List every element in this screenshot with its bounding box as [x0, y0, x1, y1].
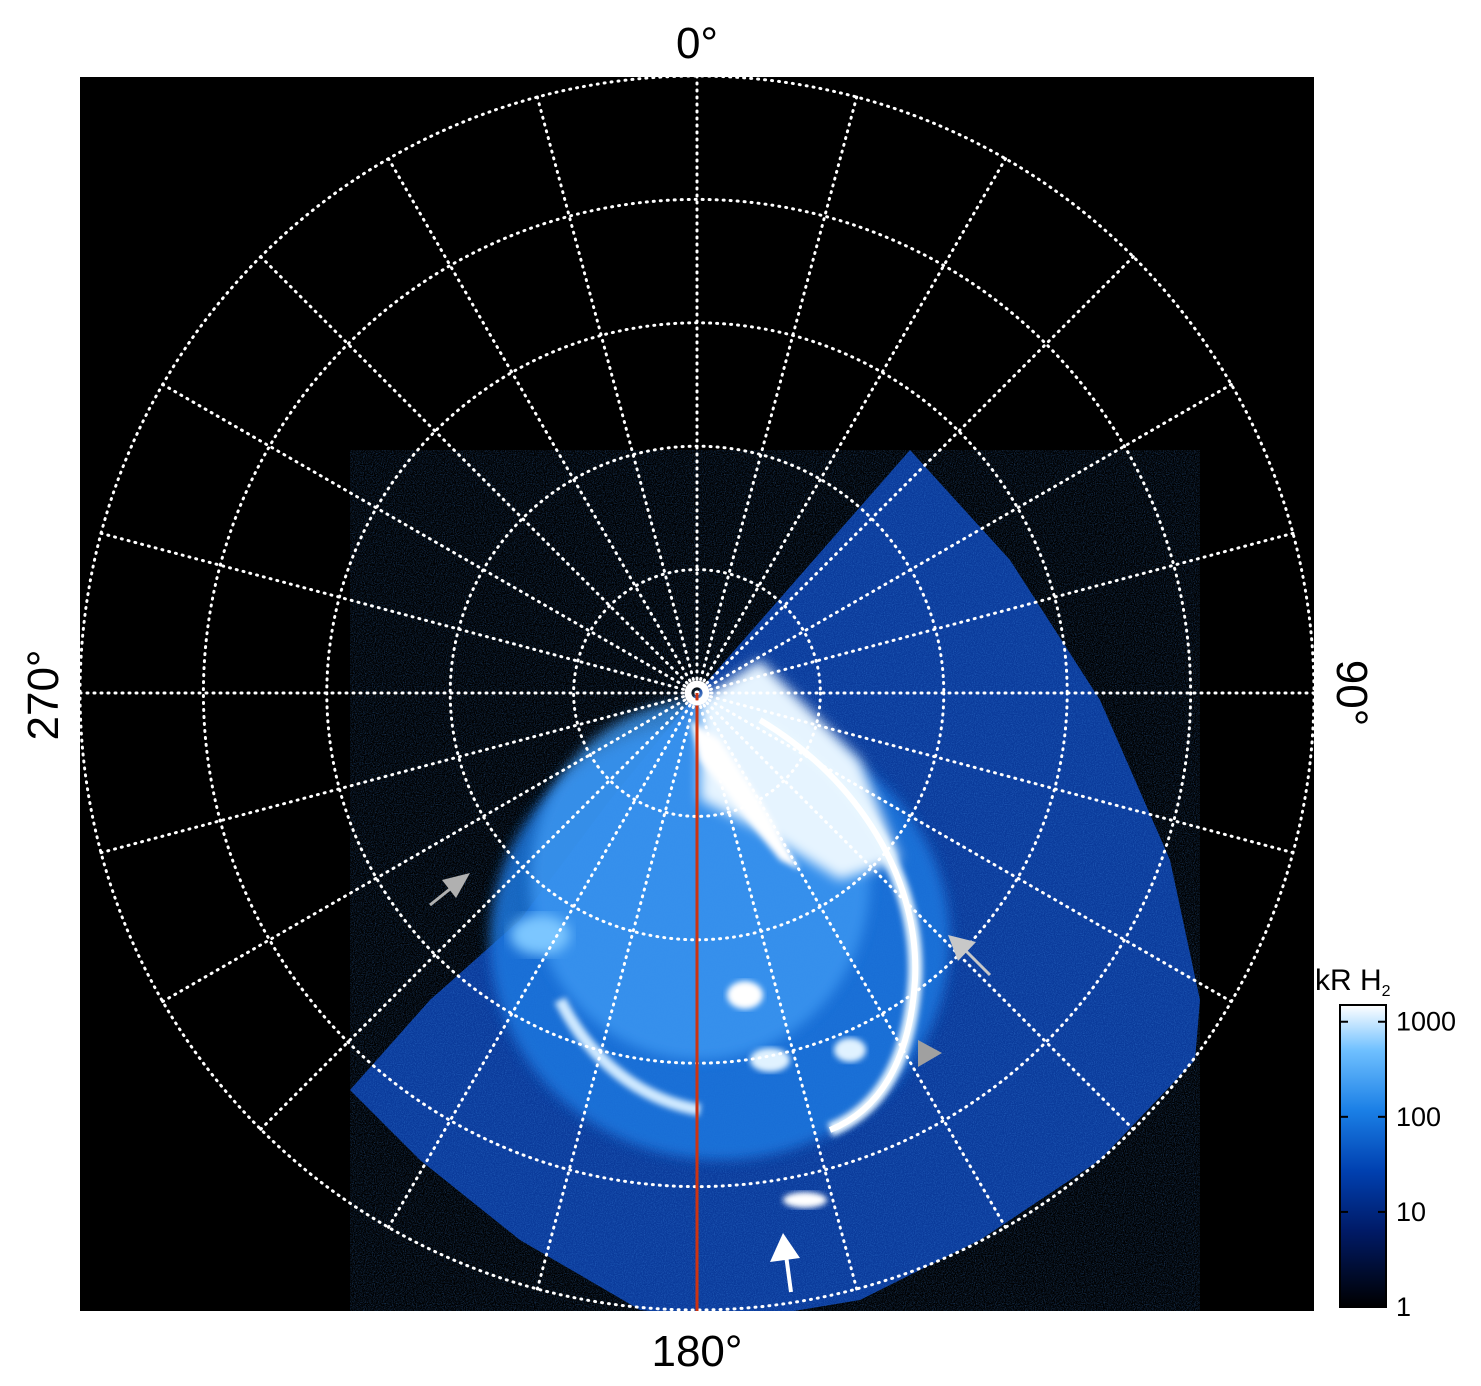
- grid-meridian: [695, 157, 1007, 695]
- grid-meridian: [695, 383, 1233, 695]
- colorbar-tick-label: 1000: [1396, 1007, 1456, 1037]
- grid-meridian: [695, 691, 1007, 1229]
- grid-meridian: [695, 691, 1233, 1003]
- grid-meridian: [535, 691, 699, 1291]
- gray-arrow-left: [429, 873, 470, 907]
- pole-marker: [684, 680, 710, 706]
- grid-meridian: [99, 691, 699, 855]
- gray-triangle-right: [918, 1040, 942, 1067]
- grid-meridian: [695, 255, 1135, 695]
- label-bottom: 180°: [651, 1327, 742, 1376]
- gray-arrow-right-upper: [948, 935, 992, 977]
- colorbar-tick-label: 10: [1396, 1197, 1426, 1227]
- colorbar-tick-label: 1: [1396, 1292, 1411, 1322]
- colorbar-ticks: 1000 100 10 1: [1340, 1007, 1456, 1322]
- grid-meridian: [695, 691, 1135, 1131]
- label-left: 270°: [19, 649, 68, 740]
- colorbar: kR H2 1000 100 10 1: [1315, 964, 1456, 1322]
- aurora-image: [350, 450, 1200, 1311]
- grid-meridian: [535, 95, 699, 695]
- grid-meridian: [695, 95, 859, 695]
- colorbar-title: kR H2: [1315, 964, 1391, 1000]
- grid-meridian: [695, 531, 1295, 695]
- grid-ring: [572, 568, 822, 818]
- grid-ring: [201, 197, 1193, 1189]
- white-arrow-bottom: [770, 1233, 800, 1293]
- grid-meridian: [695, 691, 859, 1291]
- colorbar-tick-label: 100: [1396, 1102, 1441, 1132]
- grid-meridian: [99, 531, 699, 695]
- label-top: 0°: [676, 19, 718, 68]
- label-right: 90°: [1327, 660, 1376, 727]
- grid-meridian: [259, 691, 699, 1131]
- grid-meridian: [259, 255, 699, 695]
- grid-meridian: [387, 691, 699, 1229]
- grid-meridian: [161, 691, 699, 1003]
- grid-meridian: [387, 157, 699, 695]
- grid-meridian: [161, 383, 699, 695]
- grid-meridian: [695, 691, 1295, 855]
- colorbar-gradient: [1339, 1004, 1387, 1308]
